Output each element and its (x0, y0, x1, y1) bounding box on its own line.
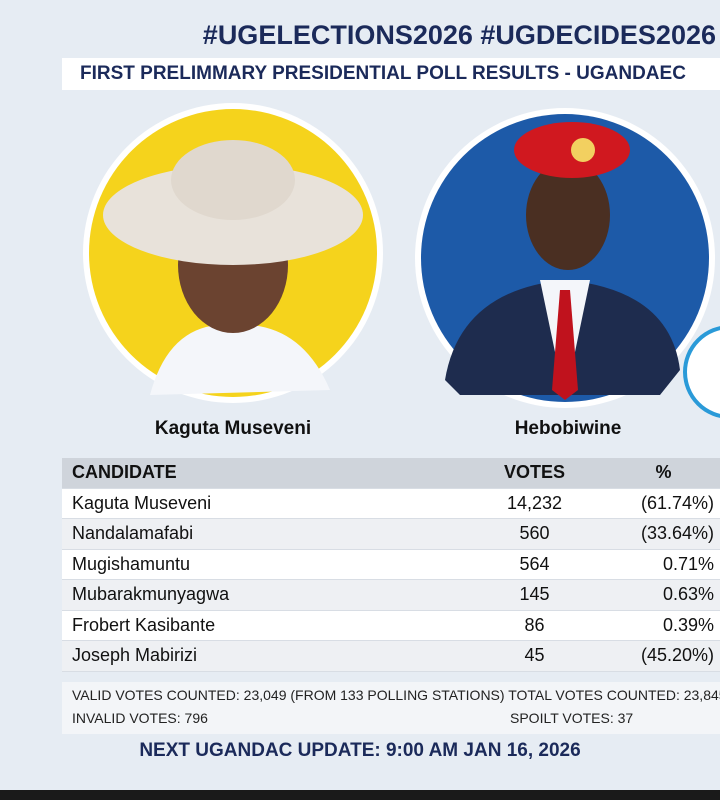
table-cell: Nandalamafabi (72, 523, 194, 544)
table-cell: Kaguta Museveni (72, 492, 212, 513)
hashtags: #UGELECTIONS2026 #UGDECIDES2026 (202, 20, 716, 50)
face (526, 160, 610, 270)
table-cell: 0.39% (662, 614, 714, 635)
shirt (150, 324, 330, 395)
table-cell: Mugishamuntu (72, 553, 191, 574)
table-cell: Mubarakmunyagwa (72, 584, 230, 605)
table-cell: 560 (519, 523, 550, 544)
column-header: CANDIDATE (72, 462, 177, 483)
tie (552, 290, 578, 400)
table-cell: 145 (519, 584, 550, 605)
invalid-votes: INVALID VOTES: 796 (72, 710, 208, 726)
candidate-name: Hebobiwine (514, 418, 622, 439)
table-row: Nandalamafabi 560 (33.64%) (62, 519, 720, 550)
bottom-bar (0, 790, 720, 800)
table-row: Mugishamuntu 564 0.71% (62, 549, 720, 580)
table-row: Joseph Mabirizi 45 (45.20%) (62, 641, 720, 672)
candidate-name: Kaguta Museveni (154, 418, 312, 439)
table-row: Mubarakmunyagwa 145 0.63% (62, 580, 720, 611)
table-row: Frobert Kasibante 86 0.39% (62, 610, 720, 641)
photo-partial (683, 326, 720, 418)
table-cell: 45 (524, 645, 545, 666)
valid-votes: VALID VOTES COUNTED: 23,049 (FROM 133 PO… (72, 687, 720, 703)
table-cell: Joseph Mabirizi (72, 645, 198, 666)
header-row: CANDIDATE VOTES % (62, 458, 720, 489)
spoilt-votes: SPOILT VOTES: 37 (510, 710, 634, 726)
table-cell: (61.74%) (640, 492, 714, 513)
table-cell: Frobert Kasibante (72, 614, 216, 635)
column-header: VOTES (503, 462, 565, 483)
results-table: CANDIDATE VOTES % Kaguta Museveni 14,232 (… (62, 458, 720, 672)
badge (571, 138, 595, 162)
table-cell: (45.20%) (640, 645, 714, 666)
title: FIRST PRELIMMARY PRESIDENTIAL POLL RESUL… (62, 58, 720, 90)
column-header: % (655, 462, 672, 483)
table-cell: 0.63% (662, 584, 714, 605)
next-update: NEXT UGANDAC UPDATE: 9:00 AM JAN 16, 202… (139, 740, 581, 761)
table-cell: 14,232 (506, 492, 563, 513)
table-row: Kaguta Museveni 14,232 (61.74%) (62, 488, 720, 519)
table-cell: 0.71% (662, 553, 714, 574)
summary: VALID VOTES COUNTED: 23,049 (FROM 133 PO… (62, 682, 720, 734)
table-cell: 564 (519, 553, 550, 574)
table-cell: (33.64%) (640, 523, 714, 544)
table-cell: 86 (524, 614, 545, 635)
hat-crown (171, 140, 295, 220)
